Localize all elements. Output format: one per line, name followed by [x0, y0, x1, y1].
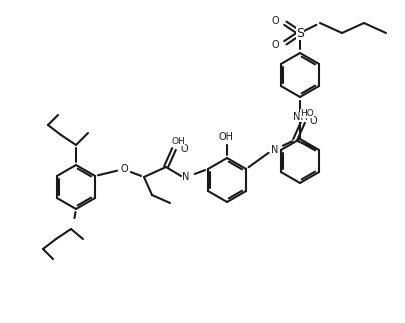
Text: N: N [271, 145, 278, 155]
Text: O: O [180, 144, 188, 154]
Text: O: O [120, 164, 128, 174]
Text: OH: OH [171, 137, 184, 145]
Text: S: S [295, 26, 303, 39]
Text: HO: HO [299, 109, 313, 118]
Text: OH: OH [218, 132, 233, 142]
Text: O: O [271, 40, 278, 50]
Text: N: N [182, 172, 189, 182]
Text: NH: NH [292, 112, 307, 122]
Text: O: O [271, 16, 278, 26]
Text: O: O [309, 116, 316, 126]
